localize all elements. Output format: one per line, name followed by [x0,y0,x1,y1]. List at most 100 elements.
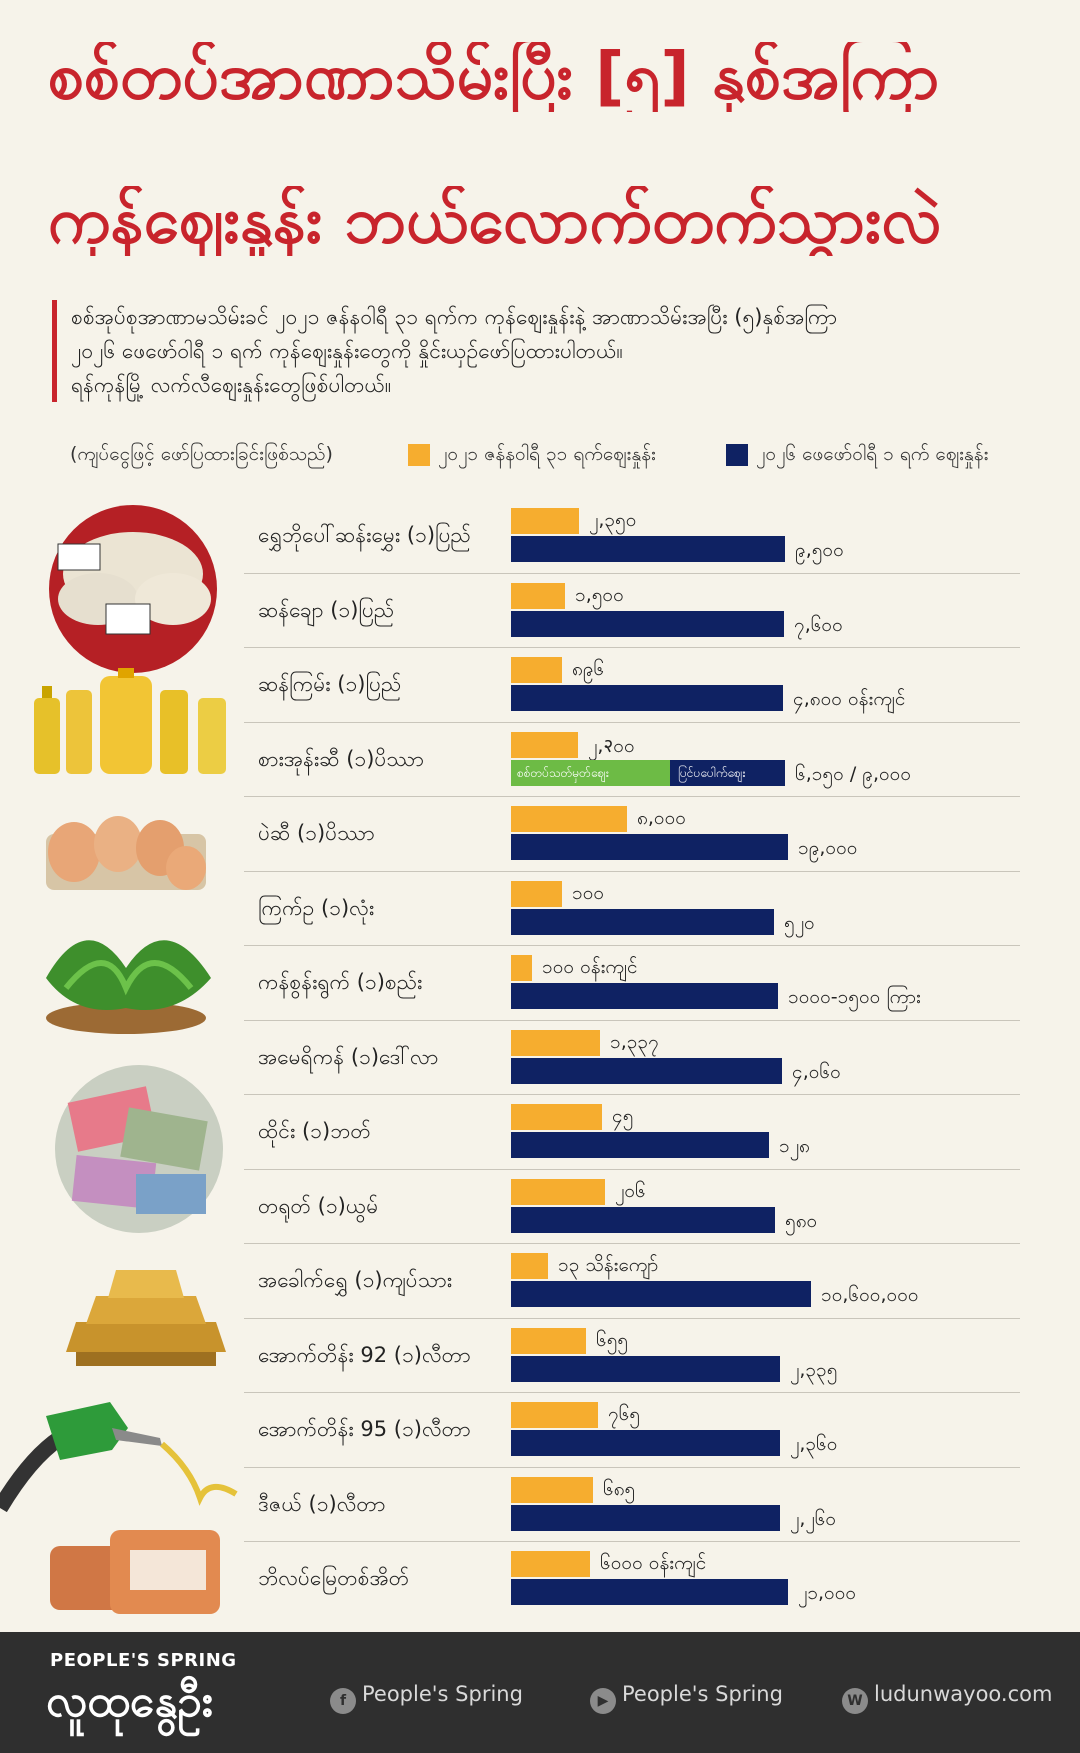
youtube-icon: ▶ [590,1688,616,1714]
row-divider [244,870,1020,872]
row-divider [244,1243,1020,1244]
value-label-after: ၄,၈၀၀ ဝန်းကျင် [793,688,906,710]
intro-line-1: စစ်အုပ်စုအာဏာမသိမ်းခင် ၂၀၂၁ ဇန်နဝါရီ ၃၁ … [71,305,838,329]
youtube-label: People's Spring [622,1682,783,1706]
bar-before [511,1476,593,1503]
value-label-before: ၁၃ သိန်းကျော် [558,1254,659,1276]
value-label-before: ၄၅ [612,1105,634,1127]
bar-after [511,1504,780,1531]
bar-after [511,1206,775,1233]
row-label: ဘိလပ်မြေတစ်အိတ် [258,1566,410,1590]
value-label-before: ၆၀၀၀ ဝန်းကျင် [600,1552,707,1574]
value-label-after: ၅၂၀ [784,911,815,934]
value-label-before: ၂,၃၅၀ [589,509,637,531]
value-label-before: ၁၀၀ [572,881,605,904]
row-label: ဒီဇယ် (၁)လီတာ [258,1491,386,1516]
bar-after-official: စစ်တပ်သတ်မှတ်ဈေး [511,759,670,786]
row-divider [244,572,1020,574]
value-label-after: ၆,၁၅၀ / ၉,၀၀၀ [795,762,912,785]
title-line-1: စစ်တပ်အာဏာသိမ်းပြီး [၅] နှစ်အကြာ [48,42,940,113]
bar-before [511,508,579,534]
value-label-after: ၁၉,၀၀၀ [798,837,858,859]
legend-after-label: ၂၀၂၆ ဖေဖော်ဝါရီ ၁ ရက် ဈေးနှုန်း [756,443,989,465]
bar-after [511,610,784,637]
website-label: ludunwayoo.com [874,1682,1053,1706]
bar-after [511,1057,782,1084]
title-line-2: ကုန်ဈေးနှုန်း ဘယ်လောက်တက်သွားလဲ [48,186,942,257]
value-label-after: ၉,၅၀၀ [795,539,844,561]
value-label-before: ၂၀၆ [615,1179,646,1202]
bar-before [511,1178,605,1205]
bar-after-market: ပြင်ပပေါက်ဈေး [670,759,785,786]
row-divider [244,1168,1020,1170]
value-label-before: ၂,२၀၀ [588,734,635,757]
legend-swatch-after [726,444,748,466]
value-label-after: ၇,၆၀၀ [794,613,843,636]
value-label-after: ၂၁,၀၀၀ [798,1582,857,1604]
legend-note: (ကျပ်ငွေဖြင့် ဖော်ပြထားခြင်းဖြစ်သည်) [70,443,333,465]
bar-after [511,908,774,935]
bar-before [511,1327,586,1354]
value-label-after: ၁၀,၆၀၀,၀၀၀ [821,1284,919,1306]
row-label: အောက်တိန်း 92 (၁)လီတာ [258,1342,471,1367]
value-label-after: ၅၈၀ [785,1209,818,1232]
bar-after [511,685,783,711]
bar-before [511,955,532,981]
value-label-after: ၂,၂၆၀ [790,1507,837,1530]
brand-english: PEOPLE'S SPRING [50,1650,237,1671]
row-label: ဆန်ချော (၁)ပြည် [258,597,395,622]
bar-before [511,582,565,609]
bar-before [511,657,562,683]
value-label-before: ၁၀၀ ဝန်းကျင် [542,956,638,978]
fuel-nozzle-icon [0,1402,238,1512]
row-label: ကန်စွန်းရွက် (၁)စည်း [258,970,423,994]
row-divider [244,1392,1020,1393]
value-label-after: ၂,၃၆၀ [790,1433,838,1455]
bar-before [511,806,627,832]
row-divider [244,796,1020,797]
facebook-icon: f [330,1688,356,1714]
bar-before [511,731,578,758]
bar-before [511,1104,602,1130]
facebook-link[interactable]: f People's Spring [330,1682,523,1714]
value-label-before: ၆၅၅ [596,1328,629,1351]
legend: (ကျပ်ငွေဖြင့် ဖော်ပြထားခြင်းဖြစ်သည်) ၂၀၂… [70,438,1070,470]
value-label-before: ၁,၅၀၀ [575,583,624,606]
row-divider [244,945,1020,946]
row-label: တရုတ် (၁)ယွမ် [258,1193,379,1218]
bar-after [511,1579,788,1605]
value-label-before: ၆၈၅ [603,1477,636,1500]
bar-before [511,1551,590,1577]
youtube-link[interactable]: ▶ People's Spring [590,1682,783,1714]
eggs-icon [46,816,206,890]
intro-text: စစ်အုပ်စုအာဏာမသိမ်းခင် ၂၀၂၁ ဇန်နဝါရီ ၃၁ … [52,300,1052,402]
row-label: အောက်တိန်း 95 (၁)လီတာ [258,1417,471,1441]
row-label: စားအုန်းဆီ (၁)ပိဿာ [258,746,424,771]
value-label-after: ၁၂၈ [779,1135,810,1157]
row-divider [244,647,1020,648]
bar-after [511,834,788,860]
currency-notes-icon [55,1065,223,1233]
value-label-before: ၁,၃၃၇ [610,1030,659,1053]
row-label: အခေါက်ရွှေ (၁)ကျပ်သား [258,1268,453,1292]
row-divider [244,1019,1020,1021]
row-divider [244,1094,1020,1095]
legend-before-label: ၂၀၂၁ ဇန်နဝါရီ ၃၁ ရက်ဈေးနှုန်း [438,443,656,465]
bar-before [511,880,562,907]
value-label-after: ၄,၀၆၀ [792,1060,841,1083]
bar-before [511,1029,600,1056]
value-label-before: ၇၆၅ [608,1403,641,1425]
row-divider [244,721,1020,723]
value-label-after: ၁၀၀၀-၁၅၀၀ ကြား [788,986,921,1008]
bar-before [511,1402,598,1428]
row-label: ပဲဆီ (၁)ပိဿာ [258,821,375,845]
row-divider [244,1541,1020,1542]
oil-bottles-icon [34,668,226,774]
row-divider [244,1466,1020,1468]
row-divider [244,1317,1020,1319]
legend-swatch-before [408,444,430,466]
row-label: ထိုင်း (၁)ဘတ် [258,1119,371,1143]
facebook-label: People's Spring [362,1682,523,1706]
intro-line-3: ရန်ကုန်မြို့ လက်လီဈေးနှုန်းတွေဖြစ်ပါတယ်။ [71,373,392,397]
